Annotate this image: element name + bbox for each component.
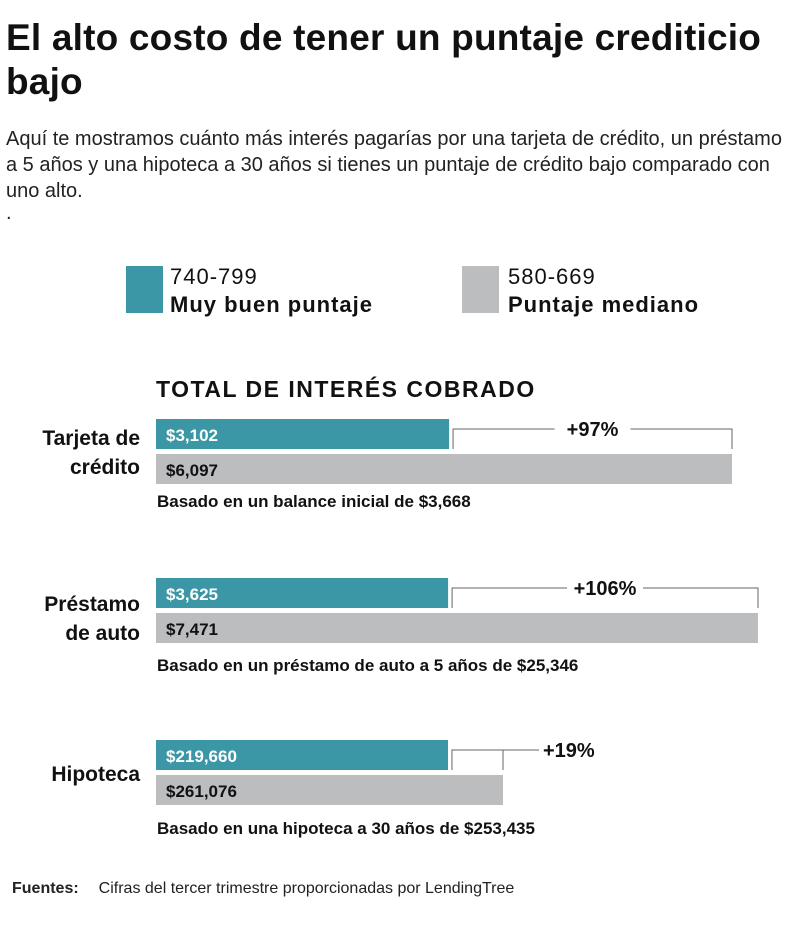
difference-label-2: +19%	[543, 740, 595, 762]
note-tarjeta: Basado en un balance inicial de $3,668	[157, 492, 471, 511]
bar-value-label-high-1: $3,625	[166, 585, 218, 604]
note-prestamo: Basado en un préstamo de auto a 5 años d…	[157, 656, 579, 675]
legend-range-medium: 580-669	[508, 264, 596, 289]
difference-label-1: +106%	[574, 578, 637, 600]
difference-bracket-2	[451, 749, 504, 770]
difference-label-bg-1	[567, 576, 644, 600]
category-label-prestamo: Préstamo de auto	[44, 593, 140, 645]
bar-value-label-high-2: $219,660	[166, 747, 237, 766]
note-hipoteca: Basado en una hipoteca a 30 años de $253…	[157, 819, 535, 838]
stray-dot: .	[6, 202, 12, 224]
bar-high-1	[156, 578, 449, 608]
legend-label-high: Muy buen puntaje	[170, 292, 373, 317]
legend-item-medium: 580-669 Puntaje mediano	[508, 263, 699, 319]
category-label-tarjeta: Tarjeta de crédito	[42, 427, 140, 479]
legend-range-high: 740-799	[170, 264, 258, 289]
bar-high-2	[156, 740, 448, 770]
bar-high-0	[156, 419, 450, 449]
source-label: Fuentes:	[12, 880, 79, 897]
category-label-hipoteca: Hipoteca	[51, 763, 140, 786]
bar-medium-1	[156, 613, 758, 643]
bar-medium-2	[156, 775, 503, 805]
source-note: Fuentes: Cifras del tercer trimestre prop…	[12, 880, 514, 898]
bar-value-label-medium-0: $6,097	[166, 461, 218, 480]
chart-title: El alto costo de tener un puntaje credit…	[6, 17, 762, 102]
chart-subtitle: Aquí te mostramos cuánto más interés pag…	[6, 128, 782, 202]
legend-swatch-medium	[462, 266, 499, 313]
legend-swatch-high	[126, 266, 163, 313]
difference-label-0: +97%	[567, 419, 619, 441]
legend-item-high: 740-799 Muy buen puntaje	[170, 263, 373, 319]
difference-label-bg-0	[554, 417, 631, 441]
source-text: Cifras del tercer trimestre proporcionad…	[98, 880, 515, 897]
bar-value-label-high-0: $3,102	[166, 426, 218, 445]
bar-value-label-medium-2: $261,076	[166, 782, 237, 801]
bar-value-label-medium-1: $7,471	[166, 620, 218, 639]
legend-label-medium: Puntaje mediano	[508, 292, 700, 317]
bar-medium-0	[156, 454, 732, 484]
chart-heading: TOTAL DE INTERÉS COBRADO	[156, 376, 536, 402]
